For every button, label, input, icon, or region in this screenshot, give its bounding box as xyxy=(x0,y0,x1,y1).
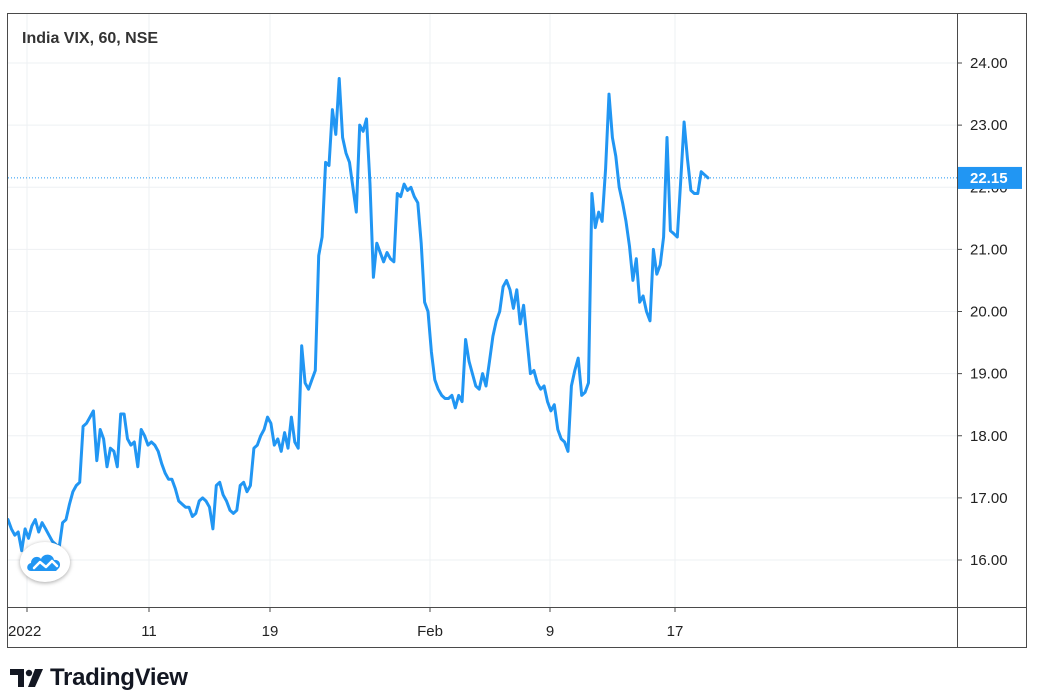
tradingview-wordmark: TradingView xyxy=(50,664,188,691)
y-tick-label: 20.00 xyxy=(970,304,1008,321)
chart-canvas: 16.0017.0018.0019.0020.0021.0022.0023.00… xyxy=(8,14,1026,647)
y-tick-label: 17.00 xyxy=(970,490,1008,507)
y-tick-label: 18.00 xyxy=(970,428,1008,445)
y-tick-label: 23.00 xyxy=(970,117,1008,134)
tradingview-brand[interactable]: TradingView xyxy=(10,663,188,693)
y-axis-labels: 16.0017.0018.0019.0020.0021.0022.0023.00… xyxy=(970,55,1008,569)
chart-frame: 16.0017.0018.0019.0020.0021.0022.0023.00… xyxy=(7,13,1027,648)
series-line xyxy=(8,77,710,553)
x-tick-label: 19 xyxy=(262,623,279,640)
tradingview-cloud-icon xyxy=(27,554,61,571)
axes xyxy=(8,14,1026,647)
x-tick-label: 11 xyxy=(141,623,157,640)
x-tick-label: 9 xyxy=(546,623,554,640)
y-tick-label: 24.00 xyxy=(970,55,1008,72)
tradingview-badge-button[interactable] xyxy=(20,542,70,582)
last-value-badge: 22.15 xyxy=(958,166,1022,189)
y-tick-label: 21.00 xyxy=(970,241,1008,258)
last-value-badge-bg xyxy=(958,166,1022,189)
y-tick-label: 19.00 xyxy=(970,366,1008,383)
x-axis-labels: 2022 11 19 Feb 9 17 xyxy=(8,623,683,640)
x-tick-label: 17 xyxy=(667,623,684,640)
x-tick-label: 2022 xyxy=(8,623,41,640)
x-tick-label: Feb xyxy=(417,623,443,640)
tradingview-logo-icon xyxy=(10,669,43,687)
last-value-label: 22.15 xyxy=(970,170,1008,187)
y-tick-label: 16.00 xyxy=(970,552,1008,569)
grid xyxy=(8,14,962,612)
chart-title: India VIX, 60, NSE xyxy=(22,30,159,47)
